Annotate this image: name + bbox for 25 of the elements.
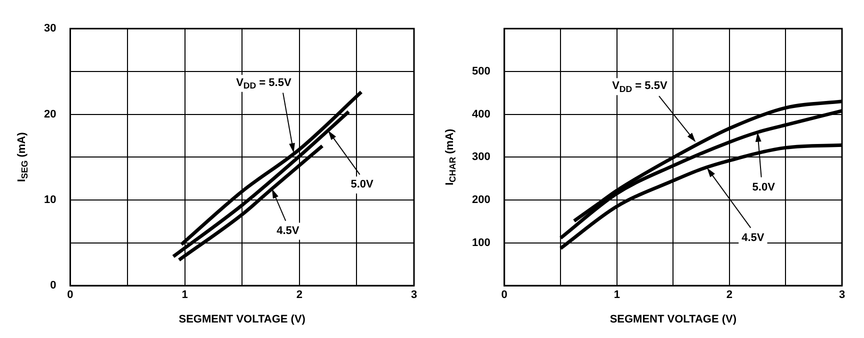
x-tick-label: 2 — [726, 289, 733, 302]
y-tick-label: 10 — [44, 194, 56, 206]
y-tick-label: 30 — [44, 22, 56, 35]
annotation: 5.0V — [350, 178, 374, 191]
x-tick-label: 0 — [67, 289, 74, 302]
y-axis-title: ISEG (mA) — [16, 132, 30, 182]
x-tick-label: 3 — [410, 289, 418, 302]
x-tick-label: 3 — [838, 289, 846, 302]
annotation: 4.5V — [742, 232, 765, 244]
x-tick-label: 2 — [296, 289, 302, 302]
y-tick-label: 0 — [50, 280, 56, 292]
x-tick-label: 1 — [182, 289, 188, 302]
y-tick-label: 20 — [44, 108, 56, 120]
y-tick-label: 200 — [472, 194, 490, 206]
y-tick-label: 500 — [472, 65, 490, 78]
x-axis-title: SEGMENT VOLTAGE (V) — [610, 313, 737, 326]
y-tick-label: 100 — [472, 236, 490, 249]
annotation: 4.5V — [276, 224, 300, 237]
x-tick-label: 0 — [501, 289, 508, 302]
annotation: 5.0V — [752, 181, 776, 194]
x-tick-label: 1 — [614, 289, 620, 302]
y-axis-title: ICHAR (mA) — [444, 128, 458, 186]
y-tick-label: 400 — [472, 108, 490, 120]
y-tick-label: 300 — [472, 151, 490, 164]
x-axis-title: SEGMENT VOLTAGE (V) — [178, 313, 306, 326]
